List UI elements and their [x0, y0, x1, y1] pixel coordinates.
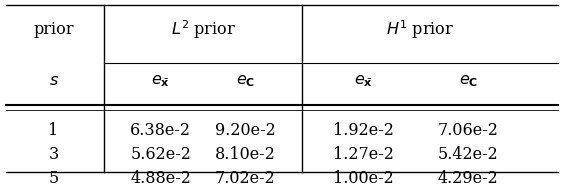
Text: $L^2$ prior: $L^2$ prior: [170, 18, 236, 41]
Text: 9.20e-2: 9.20e-2: [215, 122, 276, 139]
Text: 1.27e-2: 1.27e-2: [333, 146, 394, 163]
Text: 5: 5: [49, 171, 59, 184]
Text: 8.10e-2: 8.10e-2: [215, 146, 276, 163]
Text: 5.42e-2: 5.42e-2: [438, 146, 499, 163]
Text: 3: 3: [49, 146, 59, 163]
Text: $s$: $s$: [49, 72, 59, 89]
Text: 4.29e-2: 4.29e-2: [438, 171, 499, 184]
Text: $H^1$ prior: $H^1$ prior: [386, 18, 454, 41]
Text: 7.02e-2: 7.02e-2: [215, 171, 276, 184]
Text: $e_{\bar{\mathbf{x}}}$: $e_{\bar{\mathbf{x}}}$: [354, 72, 373, 89]
Text: 5.62e-2: 5.62e-2: [130, 146, 191, 163]
Text: 4.88e-2: 4.88e-2: [130, 171, 191, 184]
Text: $e_{\bar{\mathbf{x}}}$: $e_{\bar{\mathbf{x}}}$: [151, 72, 170, 89]
Text: 1: 1: [49, 122, 59, 139]
Text: 6.38e-2: 6.38e-2: [130, 122, 191, 139]
Text: $e_{\mathbf{C}}$: $e_{\mathbf{C}}$: [236, 72, 255, 89]
Text: 1.00e-2: 1.00e-2: [333, 171, 394, 184]
Text: 7.06e-2: 7.06e-2: [438, 122, 499, 139]
Text: 1.92e-2: 1.92e-2: [333, 122, 394, 139]
Text: $e_{\mathbf{C}}$: $e_{\mathbf{C}}$: [459, 72, 478, 89]
Text: prior: prior: [33, 21, 74, 38]
